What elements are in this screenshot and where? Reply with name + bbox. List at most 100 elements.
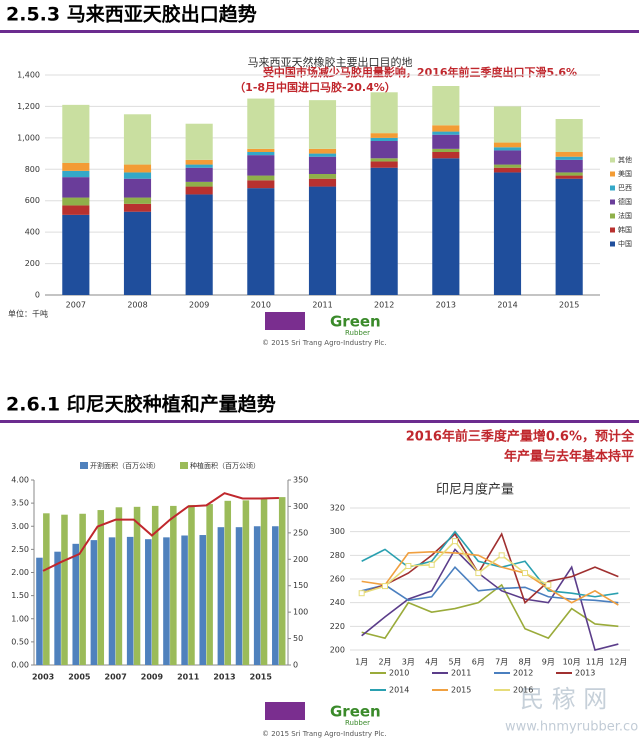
bar-segment bbox=[370, 141, 398, 159]
bar bbox=[224, 500, 232, 665]
bar-segment bbox=[432, 134, 460, 149]
bar bbox=[108, 537, 116, 665]
bar-segment bbox=[247, 152, 275, 156]
x-tick-label: 2010 bbox=[251, 301, 271, 310]
y-tick-label: 280 bbox=[330, 551, 345, 560]
y-tick-label: 220 bbox=[330, 622, 345, 631]
logo: Rubber bbox=[345, 329, 370, 337]
x-tick-label: 4月 bbox=[425, 658, 438, 667]
x-tick-label: 2007 bbox=[66, 301, 86, 310]
copyright: © 2015 Sri Trang Agro-Industry Plc. bbox=[262, 339, 386, 347]
bar-segment bbox=[123, 172, 152, 179]
bar-segment bbox=[185, 186, 213, 195]
y-tick-label: 200 bbox=[330, 646, 345, 655]
bar bbox=[217, 527, 225, 665]
bar bbox=[126, 536, 134, 665]
marker bbox=[522, 570, 528, 577]
bar-segment bbox=[247, 175, 275, 181]
bar-segment bbox=[432, 158, 460, 295]
bar-segment bbox=[493, 167, 522, 173]
bar-segment bbox=[432, 86, 460, 126]
bar bbox=[115, 507, 123, 665]
bar bbox=[133, 506, 141, 665]
x-tick-label: 2013 bbox=[213, 673, 235, 682]
bar bbox=[90, 540, 98, 665]
y-tick-label: 50 bbox=[293, 634, 303, 643]
x-tick-label: 7月 bbox=[495, 658, 508, 667]
legend-label: 2013 bbox=[575, 669, 595, 678]
y-tick-label: 600 bbox=[25, 196, 40, 205]
bar-segment bbox=[432, 125, 460, 132]
bar-segment bbox=[247, 155, 275, 176]
bar-segment bbox=[308, 186, 337, 295]
bar-segment bbox=[185, 123, 213, 160]
line bbox=[361, 565, 619, 604]
bar-segment bbox=[493, 142, 522, 148]
bar-segment bbox=[370, 158, 398, 162]
y-tick-label: 0.00 bbox=[11, 661, 29, 670]
bar bbox=[72, 543, 79, 665]
x-tick-label: 2011 bbox=[312, 301, 332, 310]
marker bbox=[358, 590, 365, 597]
logo-badge bbox=[265, 702, 305, 720]
x-tick-label: 2003 bbox=[32, 673, 54, 682]
legend-swatch bbox=[610, 171, 615, 177]
x-tick-label: 10月 bbox=[563, 658, 581, 667]
copyright: © 2015 Sri Trang Agro-Industry Plc. bbox=[262, 730, 386, 738]
bar-segment bbox=[555, 156, 583, 160]
header: 2.5.3 马来西亚天胶出口趋势 bbox=[6, 3, 257, 26]
bar-segment bbox=[62, 197, 90, 206]
bar bbox=[278, 497, 286, 665]
bar bbox=[145, 539, 152, 665]
bar-segment bbox=[555, 119, 583, 152]
bar bbox=[97, 510, 105, 665]
marker bbox=[545, 581, 552, 588]
y-tick-label: 300 bbox=[293, 502, 308, 511]
bar bbox=[260, 498, 268, 665]
bar-segment bbox=[370, 161, 398, 168]
legend-swatch bbox=[610, 227, 615, 233]
bar-segment bbox=[555, 159, 583, 173]
bar-segment bbox=[308, 153, 337, 157]
bar bbox=[79, 513, 86, 665]
bar-segment bbox=[493, 164, 522, 168]
marker bbox=[428, 561, 435, 568]
bar-segment bbox=[123, 164, 152, 173]
bar-segment bbox=[185, 194, 213, 295]
bar-segment bbox=[555, 178, 583, 295]
marker bbox=[498, 552, 505, 559]
x-tick-label: 9月 bbox=[542, 658, 555, 667]
x-tick-label: 2012 bbox=[374, 301, 394, 310]
bar-segment bbox=[123, 178, 152, 198]
bar-segment bbox=[370, 92, 398, 134]
bar bbox=[170, 505, 177, 665]
watermark: www.hnmyrubber.com bbox=[505, 720, 639, 735]
bar bbox=[54, 551, 61, 665]
legend-label: 巴西 bbox=[618, 184, 632, 192]
x-tick-label: 2007 bbox=[105, 673, 127, 682]
header: 2.6.1 印尼天胶种植和产量趋势 bbox=[6, 393, 276, 416]
logo-badge bbox=[265, 312, 305, 330]
bar bbox=[272, 526, 279, 665]
bar-segment bbox=[493, 106, 522, 143]
x-tick-label: 2011 bbox=[177, 673, 200, 682]
bar bbox=[206, 504, 213, 665]
x-tick-label: 6月 bbox=[472, 658, 485, 667]
legend-label: 2015 bbox=[451, 686, 471, 695]
x-tick-label: 2008 bbox=[127, 301, 147, 310]
y-tick-label: 260 bbox=[330, 575, 345, 584]
bar-segment bbox=[247, 188, 275, 295]
line bbox=[361, 583, 619, 640]
line bbox=[42, 492, 279, 572]
bar-segment bbox=[493, 172, 522, 295]
bar-segment bbox=[185, 167, 213, 182]
x-tick-label: 3月 bbox=[402, 658, 415, 667]
bar bbox=[181, 535, 188, 665]
logo: Green bbox=[330, 703, 381, 721]
bar-segment bbox=[247, 148, 275, 152]
unit-label: 单位：千吨 bbox=[8, 309, 48, 319]
bar-segment bbox=[555, 172, 583, 176]
marker bbox=[452, 538, 458, 545]
watermark: 民 稼 网 bbox=[520, 685, 607, 713]
